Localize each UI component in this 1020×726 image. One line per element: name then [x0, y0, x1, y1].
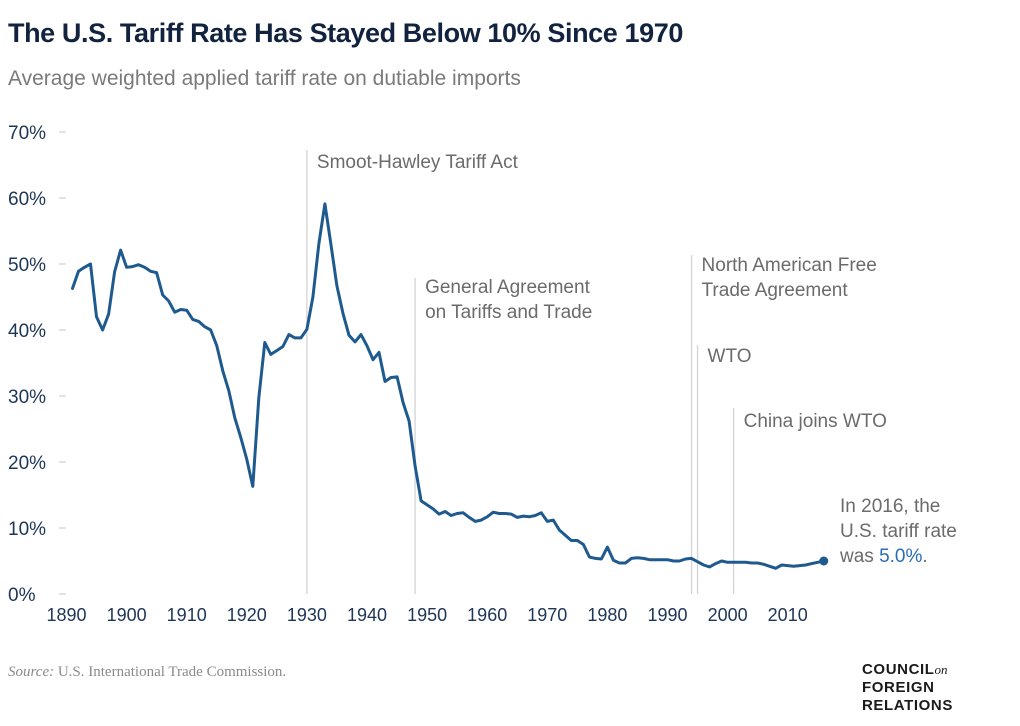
event-annotations: Smoot-Hawley Tariff Act General Agreement… [317, 152, 887, 432]
x-tick-label: 1920 [227, 605, 267, 625]
y-tick-label: 60% [8, 189, 46, 210]
source-label: Source: [8, 664, 55, 680]
endpoint-note-value: 5.0% [879, 546, 922, 567]
endpoint-note-suffix: . [922, 546, 927, 567]
endpoint-note-line2: U.S. tariff rate [840, 521, 957, 542]
endpoint-note: In 2016, the U.S. tariff rate was 5.0%. [839, 496, 957, 567]
y-tick-label: 0% [8, 585, 36, 606]
endpoint-note-line1: In 2016, the [840, 496, 940, 517]
brand-line3: RELATIONS [862, 697, 953, 714]
endpoint-note-prefix: was [839, 546, 879, 567]
x-tick-label: 2010 [768, 605, 808, 625]
y-tick-label: 70% [8, 123, 46, 144]
x-tick-label: 1980 [587, 605, 627, 625]
chart-subtitle: Average weighted applied tariff rate on … [8, 67, 521, 90]
source-note: Source: U.S. International Trade Commiss… [8, 664, 286, 681]
x-tick-label: 1930 [287, 605, 327, 625]
y-tick-label: 40% [8, 321, 46, 342]
brand-line1-suffix: on [934, 662, 948, 677]
event-annotation: Smoot-Hawley Tariff Act [317, 152, 519, 173]
y-tick-label: 50% [8, 255, 46, 276]
cfr-logo: COUNCILon FOREIGN RELATIONS [862, 661, 953, 715]
series-group [71, 202, 829, 570]
event-annotation: China joins WTO [744, 411, 887, 432]
brand-line1: COUNCIL [862, 661, 935, 678]
x-tick-label: 1960 [467, 605, 507, 625]
event-annotation: North American Free [702, 255, 877, 276]
y-axis: 0% 10% 20% 30% 40% 50% 60% 70% [8, 123, 66, 606]
x-tick-label: 1950 [407, 605, 447, 625]
brand-line2: FOREIGN [862, 679, 935, 696]
event-annotation: Trade Agreement [702, 280, 849, 301]
y-tick-label: 20% [8, 453, 46, 474]
x-tick-label: 1970 [527, 605, 567, 625]
x-tick-label: 2000 [708, 605, 748, 625]
y-tick-label: 10% [8, 519, 46, 540]
x-tick-label: 1900 [107, 605, 147, 625]
x-axis: 1890 1900 1910 1920 1930 1940 1950 1960 1970 1980… [46, 605, 807, 625]
x-tick-label: 1890 [46, 605, 86, 625]
x-tick-label: 1990 [647, 605, 687, 625]
chart-title: The U.S. Tariff Rate Has Stayed Below 10… [8, 18, 683, 48]
source-text: U.S. International Trade Commission. [57, 664, 287, 680]
y-tick-label: 30% [8, 387, 46, 408]
tariff-rate-line [71, 202, 826, 570]
endpoint-marker [819, 556, 829, 566]
event-lines [306, 150, 735, 594]
event-annotation: on Tariffs and Trade [425, 302, 592, 323]
x-tick-label: 1910 [167, 605, 207, 625]
endpoint-note-line3: was 5.0%. [839, 546, 928, 567]
x-tick-label: 1940 [347, 605, 387, 625]
event-annotation: General Agreement [425, 277, 590, 298]
event-annotation: WTO [708, 346, 752, 367]
